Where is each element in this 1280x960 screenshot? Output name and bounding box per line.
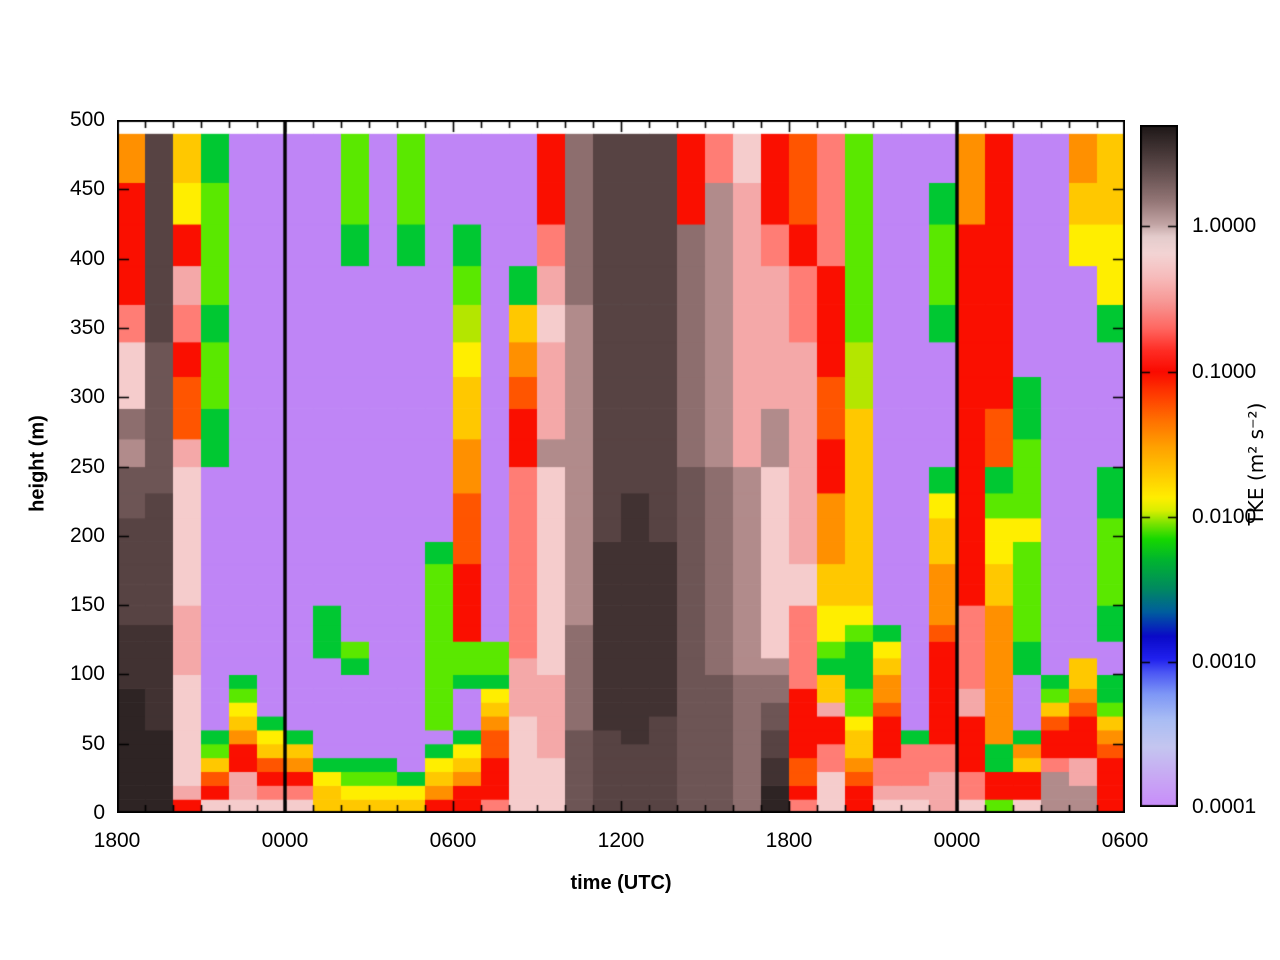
y-tick-label-400: 400 [69, 246, 105, 270]
x-tick-label-2-0600: 0600 [429, 829, 477, 852]
x-tick-label-3-1200: 1200 [597, 829, 645, 852]
y-tick-label-50: 50 [81, 731, 105, 755]
colorbar-gradient-canvas [1140, 125, 1178, 807]
y-tick-label-450: 450 [69, 177, 105, 201]
colorbar-tick-label-0.0100: 0.0100 [1192, 504, 1257, 528]
x-tick-label-4-1800: 1800 [765, 829, 813, 852]
tke-heatmap-canvas [117, 120, 1125, 813]
colorbar [1140, 125, 1178, 807]
x-tick-label-1-0000: 0000 [261, 829, 309, 852]
y-tick-label-200: 200 [69, 523, 105, 547]
y-tick-label-350: 350 [69, 315, 105, 339]
y-tick-label-0: 0 [93, 801, 105, 824]
y-tick-label-100: 100 [69, 662, 105, 686]
x-tick-label-6-0600: 0600 [1101, 829, 1149, 852]
heatmap-plot-area [117, 120, 1125, 813]
y-tick-label-150: 150 [69, 593, 105, 617]
x-tick-label-0-1800: 1800 [93, 829, 141, 852]
x-axis-title: time (UTC) [570, 872, 672, 894]
colorbar-tick-label-0.1000: 0.1000 [1192, 359, 1257, 383]
x-tick-label-5-0000: 0000 [933, 829, 981, 852]
y-tick-label-250: 250 [69, 454, 105, 478]
y-tick-label-300: 300 [69, 385, 105, 409]
y-tick-label-500: 500 [69, 108, 105, 131]
colorbar-title: TKE (m² s⁻²) [1244, 402, 1268, 526]
y-axis-title: height (m) [26, 415, 49, 512]
colorbar-tick-label-1.0000: 1.0000 [1192, 214, 1257, 238]
colorbar-tick-label-0.0010: 0.0010 [1192, 649, 1257, 673]
colorbar-tick-label-0.0001: 0.0001 [1192, 795, 1257, 818]
